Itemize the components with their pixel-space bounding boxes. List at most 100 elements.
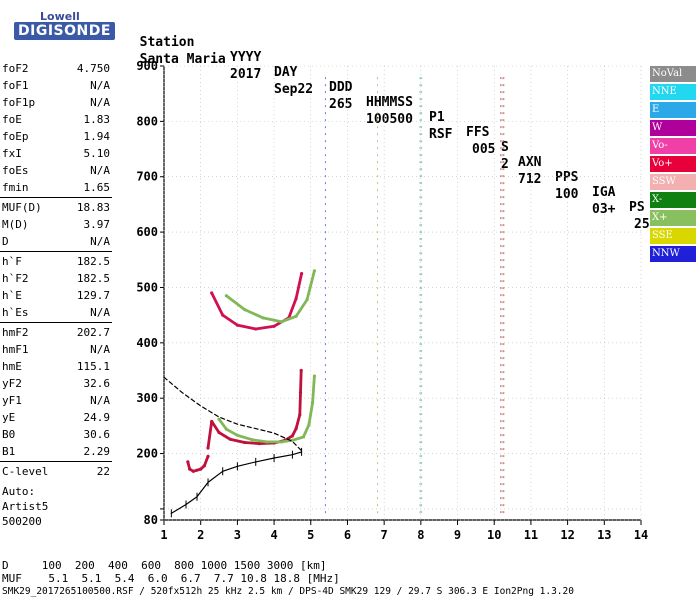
data-point bbox=[235, 433, 239, 437]
y-tick-label: 700 bbox=[136, 170, 158, 184]
header-label-ffs: FFS bbox=[466, 125, 490, 140]
param-value: 24.9 bbox=[83, 411, 111, 424]
param-value: N/A bbox=[90, 79, 110, 92]
data-point bbox=[199, 467, 203, 471]
x-tick-label: 11 bbox=[524, 528, 538, 542]
param-name: B1 bbox=[2, 445, 16, 458]
param-value: 4.750 bbox=[76, 62, 110, 75]
data-point bbox=[254, 327, 258, 331]
param-name: yE bbox=[2, 411, 16, 424]
x-tick-label: 2 bbox=[197, 528, 204, 542]
x-tick-label: 3 bbox=[234, 528, 241, 542]
data-point bbox=[299, 368, 303, 373]
data-point bbox=[312, 269, 317, 273]
data-point bbox=[294, 314, 298, 318]
file-info-row: SMK29_2017265100500.RSF / 520fx512h 25 k… bbox=[2, 586, 574, 597]
header-value-iga: 03+ bbox=[592, 202, 616, 217]
data-point bbox=[202, 464, 206, 468]
data-point bbox=[294, 427, 298, 431]
auto-label: Auto: bbox=[2, 485, 36, 498]
data-point bbox=[210, 291, 214, 295]
x-tick-label: 1 bbox=[160, 528, 167, 542]
param-row-foe: foE 1.83 bbox=[2, 111, 110, 128]
param-separator bbox=[0, 251, 112, 252]
param-value: 18.83 bbox=[76, 201, 110, 214]
param-name: B0 bbox=[2, 428, 16, 441]
legend-item-x: X+ bbox=[650, 210, 696, 226]
param-name: foF1 bbox=[2, 79, 29, 92]
x-tick-label: 8 bbox=[417, 528, 424, 542]
x-tick-label: 6 bbox=[344, 528, 351, 542]
param-row-hmf1: hmF1 N/A bbox=[2, 341, 110, 358]
param-name: hmF2 bbox=[2, 326, 29, 339]
param-name: foF2 bbox=[2, 62, 29, 75]
param-name: M(D) bbox=[2, 218, 29, 231]
header-value-p1: RSF bbox=[429, 127, 453, 142]
header-value-station: Santa Maria bbox=[139, 52, 226, 67]
header-value-yyyy: 2017 bbox=[230, 67, 262, 82]
param-value: N/A bbox=[90, 343, 110, 356]
header-label-s: S bbox=[501, 140, 509, 155]
data-point bbox=[307, 423, 311, 427]
x-tick-label: 5 bbox=[307, 528, 314, 542]
header-label-ddd: DDD bbox=[329, 80, 353, 95]
data-point bbox=[224, 294, 228, 298]
param-name: foE bbox=[2, 113, 22, 126]
header-label-iga: IGA bbox=[592, 185, 616, 200]
data-point bbox=[195, 468, 199, 472]
param-value: N/A bbox=[90, 235, 110, 248]
data-point bbox=[243, 440, 247, 445]
param-name: yF1 bbox=[2, 394, 22, 407]
param-row-mufd: MUF(D) 18.83 bbox=[2, 199, 110, 216]
param-value: 182.5 bbox=[76, 255, 110, 268]
param-value: 5.10 bbox=[83, 147, 111, 160]
param-row-ye: yE 24.9 bbox=[2, 409, 110, 426]
data-point bbox=[186, 460, 190, 464]
param-value: 22 bbox=[96, 465, 110, 478]
header-label-yyyy: YYYY bbox=[230, 50, 262, 65]
data-point bbox=[243, 308, 247, 312]
legend-item-nnw: NNW bbox=[650, 246, 696, 262]
param-value: 129.7 bbox=[76, 289, 110, 302]
param-separator bbox=[0, 322, 112, 323]
param-name: h`F bbox=[2, 255, 22, 268]
x-tick-label: 7 bbox=[381, 528, 388, 542]
legend-item-vo: Vo- bbox=[650, 138, 696, 154]
param-name: D bbox=[2, 235, 9, 248]
header-label-day: DAY bbox=[274, 65, 298, 80]
param-row-foes: foEs N/A bbox=[2, 162, 110, 179]
y-tick-label: 300 bbox=[136, 391, 158, 405]
data-point bbox=[311, 401, 315, 405]
data-point bbox=[224, 427, 228, 431]
param-name: h`Es bbox=[2, 306, 29, 319]
param-value: 182.5 bbox=[76, 272, 110, 285]
param-name: foEs bbox=[2, 164, 29, 177]
param-row-hme: hmE 115.1 bbox=[2, 358, 110, 375]
param-row-hf2: h`F2 182.5 bbox=[2, 270, 110, 287]
y-tick-label: 500 bbox=[136, 280, 158, 294]
distance-row: D 100 200 400 600 800 1000 1500 3000 [km… bbox=[2, 559, 327, 572]
param-row-yf1: yF1 N/A bbox=[2, 392, 110, 409]
param-row-fof1p: foF1p N/A bbox=[2, 94, 110, 111]
header-value-ffs: 005 bbox=[472, 142, 496, 157]
x-tick-label: 9 bbox=[454, 528, 461, 542]
logo-lowell: Lowell bbox=[40, 10, 80, 23]
param-row-fof1: foF1 N/A bbox=[2, 77, 110, 94]
param-name: yF2 bbox=[2, 377, 22, 390]
param-separator bbox=[0, 197, 112, 198]
x-tick-label: 10 bbox=[487, 528, 501, 542]
param-value: 2.29 bbox=[83, 445, 111, 458]
data-point bbox=[217, 417, 221, 421]
x-tick-label: 13 bbox=[597, 528, 611, 542]
data-point bbox=[294, 296, 298, 301]
data-point bbox=[265, 440, 269, 444]
header-value-pps: 100 bbox=[555, 187, 579, 202]
param-value: 115.1 bbox=[76, 360, 110, 373]
param-value: 32.6 bbox=[83, 377, 111, 390]
param-row-yf2: yF2 32.6 bbox=[2, 375, 110, 392]
param-value: N/A bbox=[90, 96, 110, 109]
data-point bbox=[191, 469, 195, 473]
legend-item-vo: Vo+ bbox=[650, 156, 696, 172]
legend-item-nne: NNE bbox=[650, 84, 696, 100]
